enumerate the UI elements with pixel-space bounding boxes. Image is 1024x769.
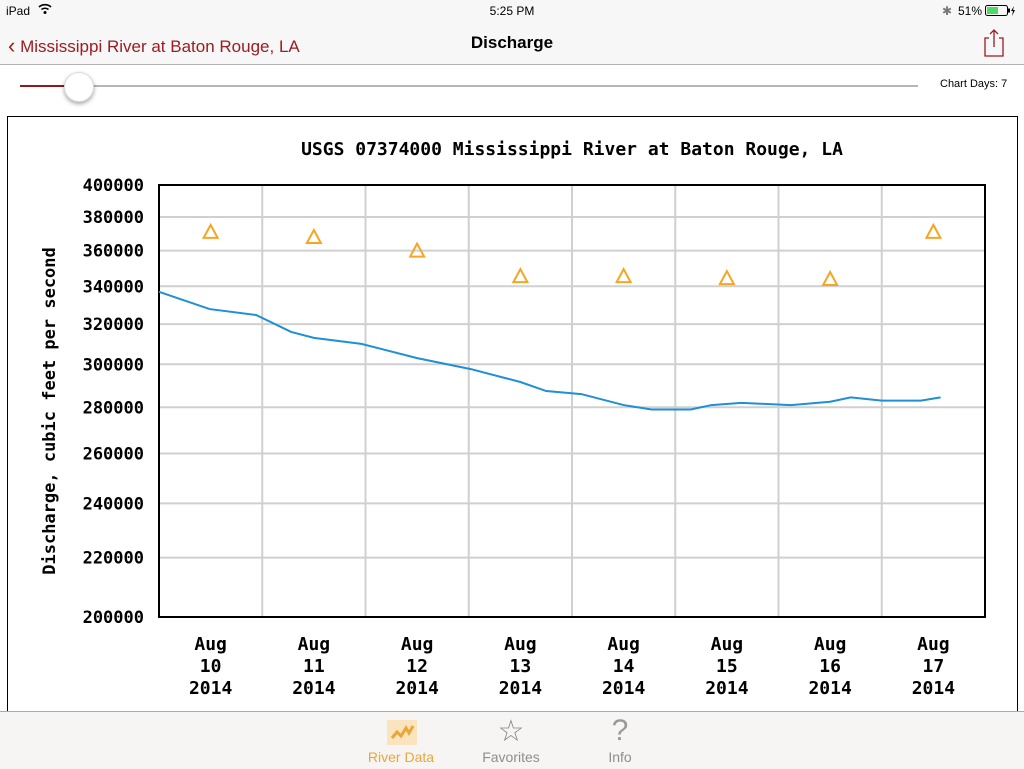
- x-tick-label: Aug: [298, 634, 331, 655]
- tab-bar: River Data ☆ Favorites ? Info: [0, 711, 1024, 769]
- battery-percent: 51%: [958, 4, 983, 18]
- y-axis-label: Discharge, cubic feet per second: [40, 247, 60, 575]
- x-tick-label: 14: [613, 656, 635, 677]
- chart-svg: USGS 07374000 Mississippi River at Baton…: [40, 139, 986, 699]
- x-tick-label: Aug: [917, 634, 950, 655]
- plot-frame: [158, 184, 986, 618]
- chevron-left-icon: ‹: [8, 33, 16, 58]
- chart-line-icon: [387, 720, 417, 745]
- y-tick-label: 340000: [83, 277, 144, 297]
- status-bar: iPad 5:25 PM ✱ 51%: [0, 0, 1024, 22]
- y-tick-label: 240000: [83, 494, 144, 514]
- median-triangle-marker: [201, 222, 220, 239]
- x-tick-label: 2014: [912, 678, 956, 699]
- y-tick-label: 300000: [83, 355, 144, 375]
- y-tick-label: 200000: [83, 608, 144, 628]
- share-button[interactable]: [982, 28, 1006, 63]
- y-tick-label: 380000: [83, 208, 144, 228]
- x-tick-label: Aug: [711, 634, 744, 655]
- wifi-icon: [38, 3, 52, 18]
- tab-label: Info: [608, 749, 632, 765]
- slider-thumb[interactable]: [64, 72, 94, 102]
- y-tick-label: 360000: [83, 242, 144, 262]
- x-tick-label: 2014: [395, 678, 439, 699]
- median-triangle-marker: [511, 266, 530, 284]
- star-icon: ☆: [497, 715, 525, 748]
- x-tick-label: 2014: [705, 678, 749, 699]
- y-tick-label: 280000: [83, 398, 144, 418]
- y-tick-label: 260000: [83, 444, 144, 464]
- question-icon: ?: [611, 714, 629, 747]
- x-tick-label: 2014: [499, 678, 543, 699]
- y-tick-label: 400000: [83, 176, 144, 196]
- back-button-label: Mississippi River at Baton Rouge, LA: [20, 37, 300, 56]
- y-tick-label: 220000: [83, 549, 144, 569]
- x-tick-label: 17: [923, 656, 945, 677]
- chart-title: USGS 07374000 Mississippi River at Baton…: [301, 139, 843, 160]
- median-triangle-marker: [305, 227, 323, 244]
- x-tick-label: Aug: [504, 634, 537, 655]
- x-tick-label: 13: [510, 656, 532, 677]
- x-tick-label: Aug: [607, 634, 640, 655]
- median-triangle-marker: [718, 268, 736, 286]
- tab-river-data[interactable]: River Data: [351, 712, 451, 769]
- share-icon: [984, 29, 1004, 57]
- tab-favorites[interactable]: ☆ Favorites: [461, 712, 561, 769]
- median-triangle-marker: [408, 241, 426, 258]
- x-tick-label: Aug: [194, 634, 227, 655]
- y-tick-label: 320000: [83, 315, 144, 335]
- x-tick-label: 2014: [602, 678, 646, 699]
- discharge-line: [158, 290, 941, 411]
- tab-info[interactable]: ? Info: [570, 712, 670, 769]
- clock: 5:25 PM: [489, 4, 535, 18]
- x-tick-label: 16: [819, 656, 841, 677]
- back-button[interactable]: ‹ Mississippi River at Baton Rouge, LA: [8, 32, 300, 58]
- x-tick-label: Aug: [401, 634, 434, 655]
- discharge-chart: USGS 07374000 Mississippi River at Baton…: [7, 116, 1018, 738]
- x-tick-label: 11: [303, 656, 325, 677]
- x-tick-label: 15: [716, 656, 738, 677]
- bluetooth-icon: ✱: [942, 4, 953, 18]
- x-tick-label: 2014: [808, 678, 852, 699]
- x-tick-label: 2014: [189, 678, 233, 699]
- x-tick-label: Aug: [814, 634, 847, 655]
- battery-icon: [985, 5, 1017, 20]
- median-triangle-marker: [614, 266, 633, 284]
- slider-fill: [20, 85, 78, 87]
- tab-label: Favorites: [482, 749, 540, 765]
- median-triangle-marker: [821, 269, 839, 286]
- x-tick-label: 10: [200, 656, 222, 677]
- device-label: iPad: [6, 4, 31, 18]
- x-tick-label: 2014: [292, 678, 336, 699]
- chart-days-label: Chart Days: 7: [940, 78, 1008, 90]
- chart-days-slider[interactable]: [20, 72, 920, 102]
- tab-label: River Data: [367, 749, 435, 765]
- slider-track: [20, 85, 918, 87]
- x-tick-label: 12: [406, 656, 428, 677]
- median-triangle-marker: [924, 222, 943, 239]
- navigation-bar: ‹ Mississippi River at Baton Rouge, LA D…: [0, 22, 1024, 65]
